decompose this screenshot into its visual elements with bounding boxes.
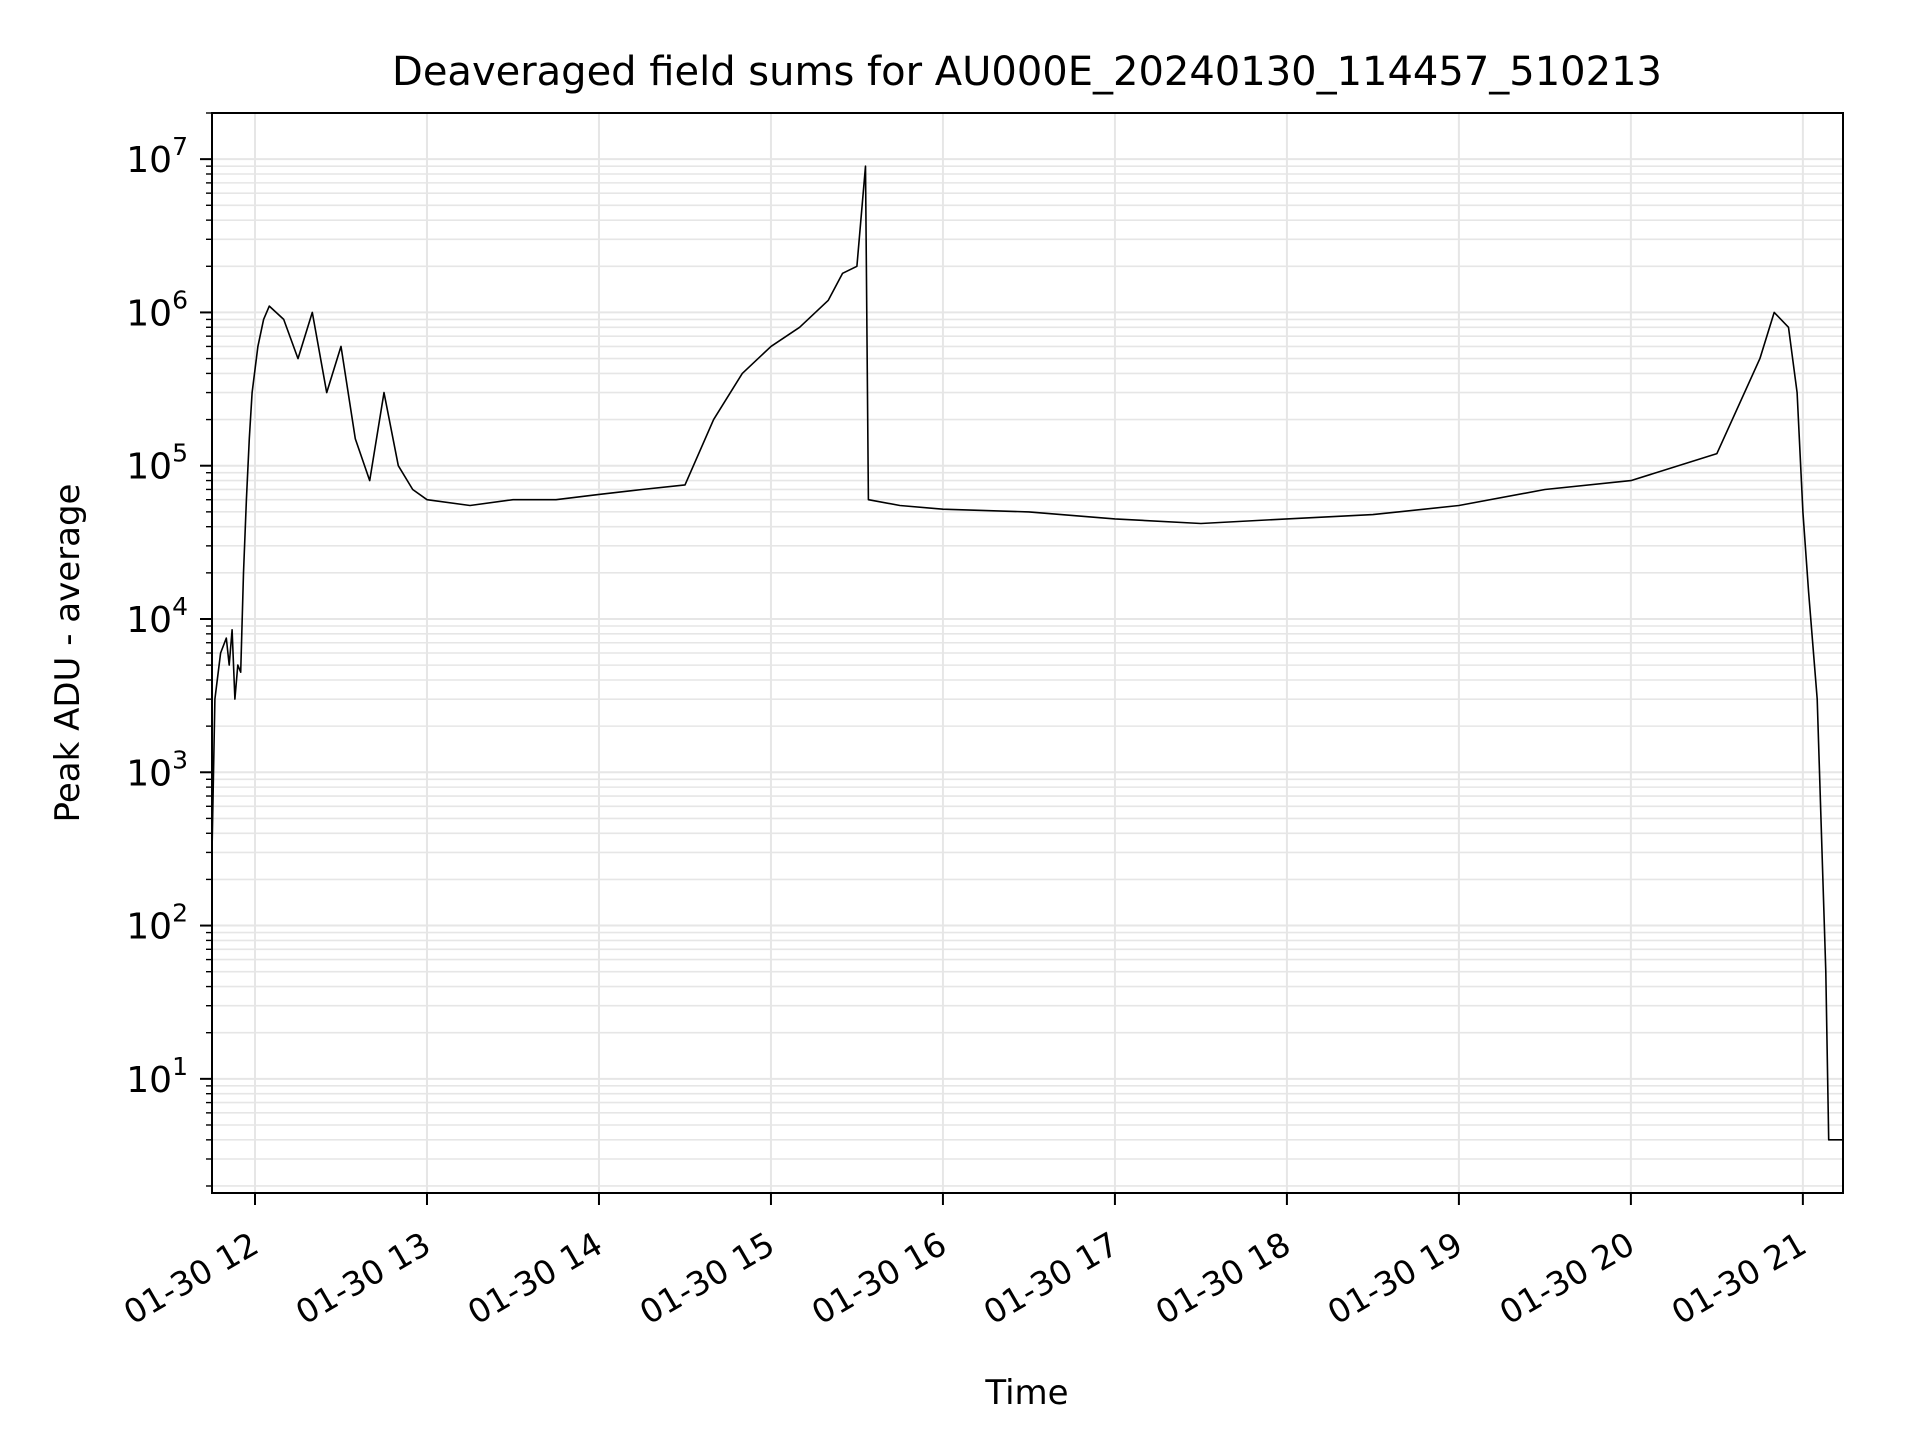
- y-tick-base: 10: [126, 447, 172, 488]
- y-tick-base: 10: [126, 907, 172, 948]
- y-tick-exponent: 4: [172, 592, 188, 621]
- series-line-0: [211, 165, 1843, 1141]
- y-tick-label: 102: [126, 899, 188, 948]
- y-tick-exponent: 5: [172, 439, 188, 468]
- y-tick-exponent: 7: [172, 132, 188, 161]
- chart-title: Deaveraged field sums for AU000E_2024013…: [392, 49, 1662, 95]
- y-tick-label: 103: [126, 745, 188, 794]
- y-tick-label: 101: [126, 1052, 188, 1101]
- y-tick-base: 10: [126, 753, 172, 794]
- data-series: [211, 165, 1843, 1141]
- x-axis-label: Time: [984, 1373, 1068, 1413]
- y-tick-base: 10: [126, 1060, 172, 1101]
- y-tick-exponent: 1: [172, 1052, 188, 1081]
- y-tick-label: 106: [126, 285, 188, 334]
- y-tick-exponent: 6: [172, 285, 188, 314]
- y-tick-base: 10: [126, 293, 172, 334]
- y-axis-label: Peak ADU - average: [48, 484, 88, 823]
- y-tick-exponent: 3: [172, 745, 188, 774]
- y-tick-exponent: 2: [172, 899, 188, 928]
- grid-lines: [212, 112, 1843, 1193]
- y-tick-label: 107: [126, 132, 188, 181]
- y-tick-label: 105: [126, 439, 188, 488]
- y-tick-base: 10: [126, 600, 172, 641]
- y-tick-label: 104: [126, 592, 188, 641]
- y-tick-base: 10: [126, 140, 172, 181]
